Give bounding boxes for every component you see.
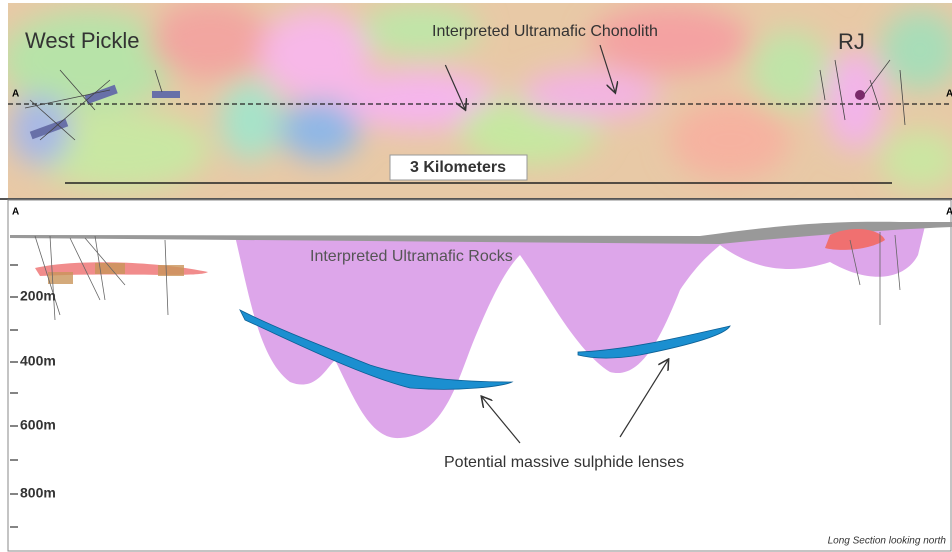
section-start: A [12,207,19,218]
caption: Long Section looking north [828,536,947,547]
depth-label: 200m [20,288,56,304]
section-end: A [946,207,952,218]
west-label: West Pickle [25,28,140,53]
scale-bar: 3 Kilometers [410,159,506,176]
rock-label: Interpreted Ultramafic Rocks [310,248,513,265]
depth-label: 800m [20,485,56,501]
section-start: A [12,89,19,100]
lens-label: Potential massive sulphide lenses [444,454,684,471]
depth-label: 400m [20,353,56,369]
magnetic-map [8,3,952,198]
depth-axis [10,264,18,528]
depth-label: 600m [20,417,56,433]
east-label: RJ [838,29,865,54]
surface [10,221,952,244]
sulphide-lens [239,309,514,390]
section-end: A [946,89,952,100]
chonolith-label: Interpreted Ultramafic Chonolith [432,23,658,40]
sulphide-lens [577,325,731,359]
